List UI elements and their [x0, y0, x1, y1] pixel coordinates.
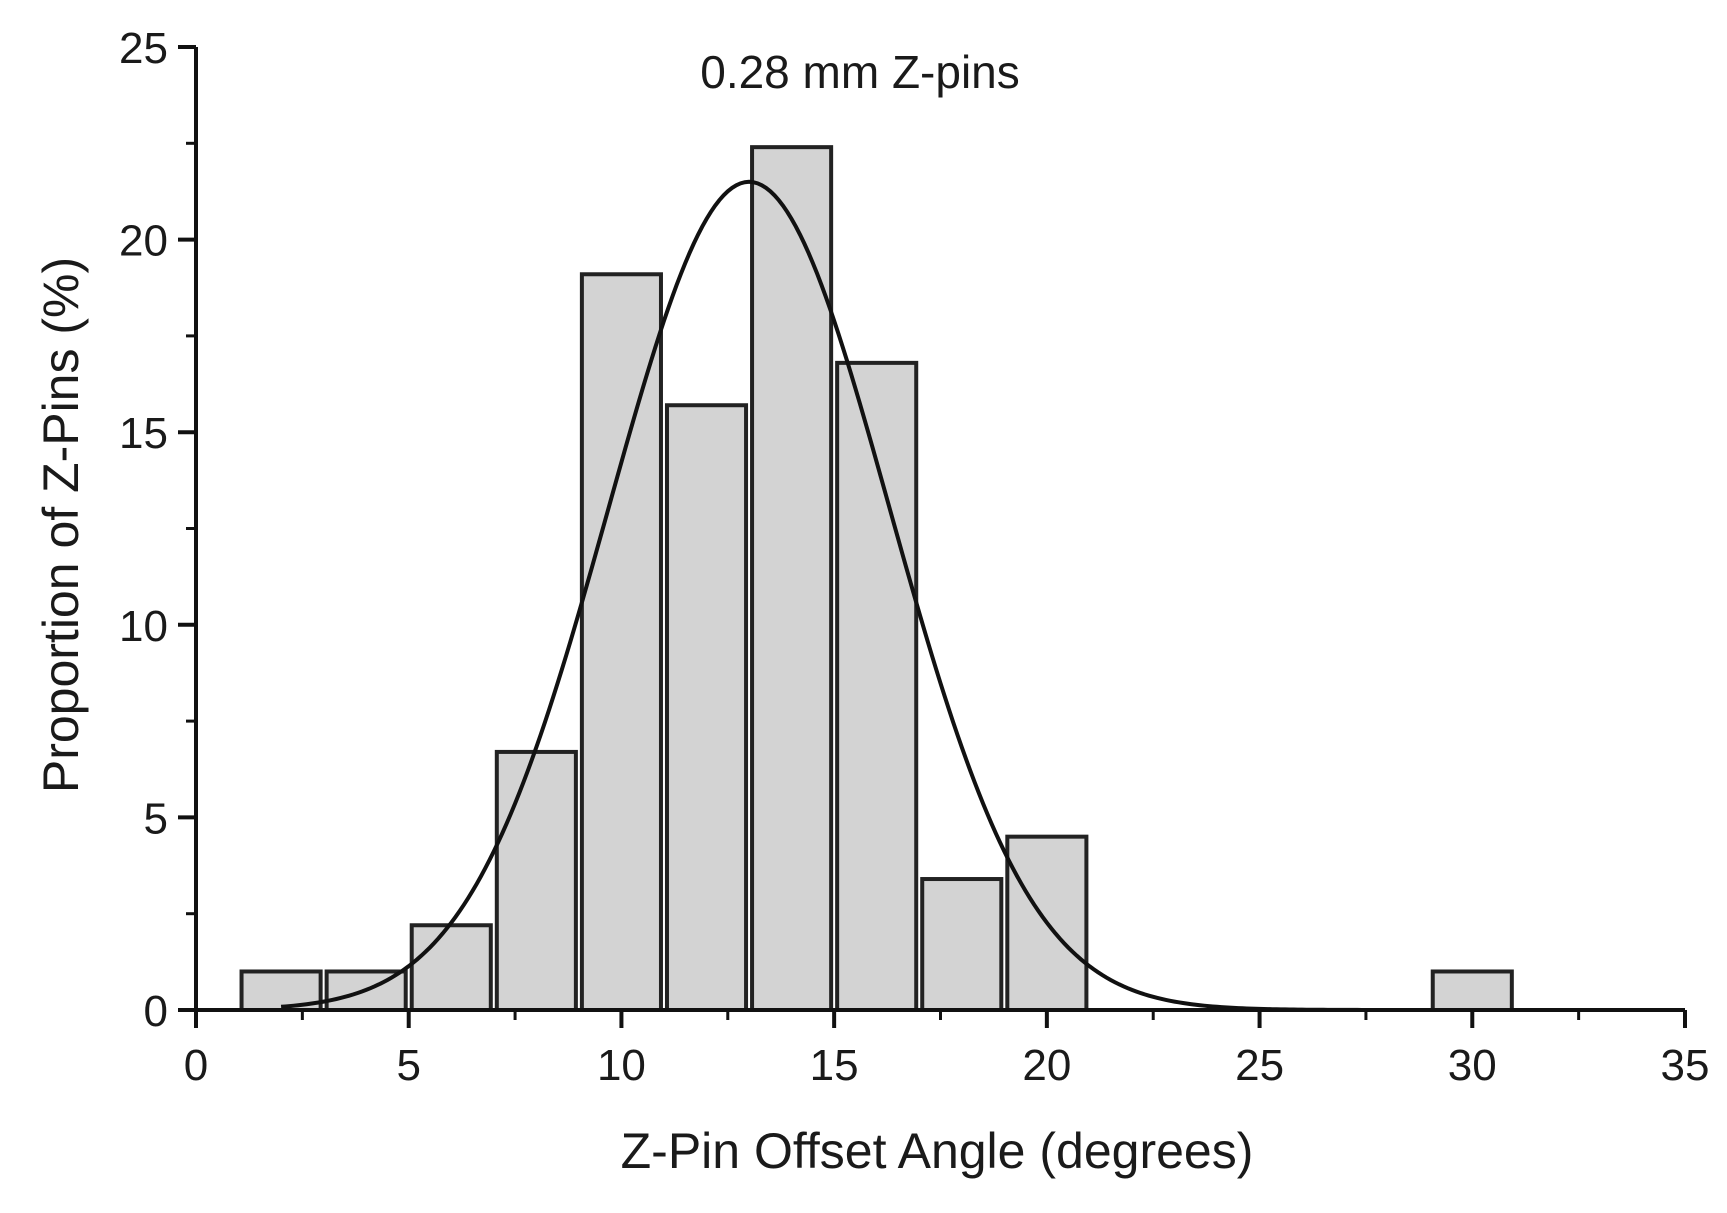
y-tick-label: 5: [144, 794, 168, 843]
x-tick-label: 15: [810, 1041, 859, 1090]
fit-curve-layer: [280, 179, 1558, 1012]
y-tick-label: 10: [119, 602, 168, 651]
histogram-bar: [579, 272, 663, 1012]
histogram-bar: [835, 360, 919, 1012]
x-tick-label: 10: [597, 1041, 646, 1090]
histogram-bar: [920, 877, 1004, 1012]
x-tick-label: 20: [1022, 1041, 1071, 1090]
y-tick-label: 25: [119, 24, 168, 73]
histogram-bar: [664, 403, 749, 1012]
y-tick-label: 15: [119, 409, 168, 458]
y-tick-label: 20: [119, 217, 168, 266]
chart-title: 0.28 mm Z-pins: [700, 46, 1020, 98]
x-tick-label: 30: [1448, 1041, 1497, 1090]
x-tick-label: 35: [1661, 1041, 1710, 1090]
axes-layer: [194, 47, 1685, 1012]
gaussian-fit-curve: [280, 179, 1558, 1012]
y-axis-label: Proportion of Z-Pins (%): [33, 257, 89, 793]
y-tick-label: 0: [144, 987, 168, 1036]
x-tick-label: 0: [184, 1041, 208, 1090]
x-tick-label: 5: [396, 1041, 420, 1090]
x-axis-label: Z-Pin Offset Angle (degrees): [621, 1123, 1254, 1179]
bars-layer: [239, 145, 1514, 1013]
x-tick-label: 25: [1235, 1041, 1284, 1090]
histogram-bar: [494, 749, 578, 1013]
histogram-bar: [409, 923, 493, 1012]
ticks-layer: 0 5 10 15 20 25 30 35 0 5 10 15 20 25: [119, 24, 1709, 1090]
histogram-bar: [1430, 969, 1514, 1012]
